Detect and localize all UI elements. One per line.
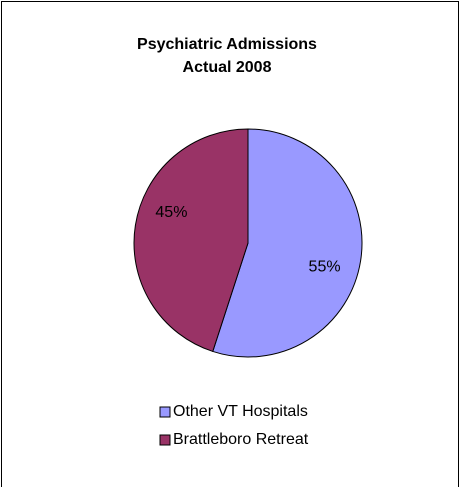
- data-label: 55%: [309, 258, 341, 275]
- legend-label: Other VT Hospitals: [173, 403, 308, 420]
- data-label: 45%: [155, 204, 187, 221]
- legend-swatch: [159, 434, 171, 446]
- pie-slice: [133, 128, 249, 353]
- chart-title: Actual 2008: [183, 59, 272, 76]
- legend-swatch: [159, 406, 171, 418]
- legend-label: Brattleboro Retreat: [173, 431, 309, 448]
- chart-title: Psychiatric Admissions: [137, 36, 317, 53]
- pie-slice: [212, 128, 363, 358]
